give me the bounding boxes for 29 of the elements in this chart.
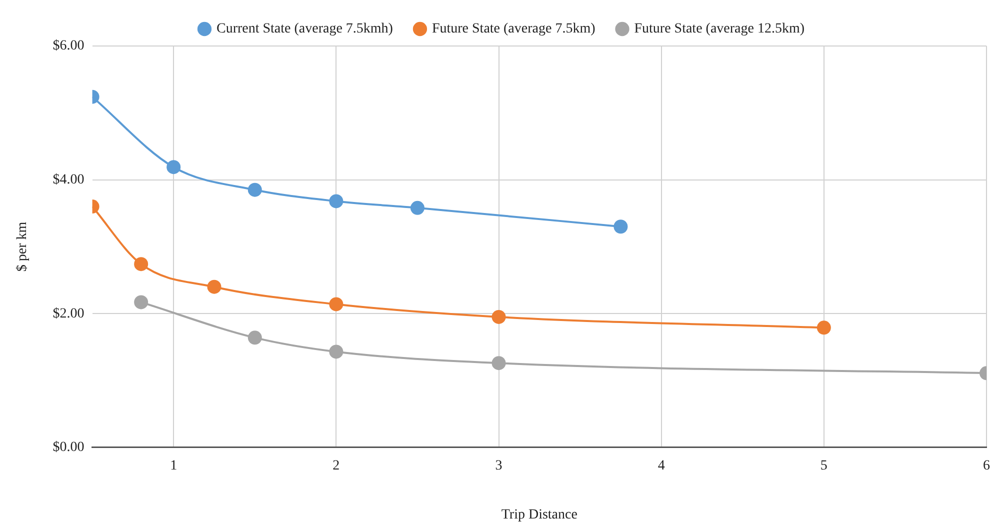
y-tick-label: $4.00 [52, 172, 84, 188]
x-tick-label: 6 [983, 458, 990, 474]
legend-label: Future State (average 7.5km) [432, 22, 596, 37]
point [248, 182, 262, 197]
x-axis-title: Trip Distance [501, 507, 578, 522]
point [134, 295, 148, 310]
point [248, 330, 262, 345]
x-tick-label: 5 [820, 458, 828, 474]
point [166, 160, 181, 174]
x-tick-label: 4 [658, 458, 665, 474]
point [329, 297, 344, 312]
point [614, 220, 628, 234]
point [492, 310, 506, 324]
y-tick-label: $6.00 [52, 38, 84, 54]
legend-label: Future State (average 12.5km) [634, 22, 805, 37]
y-tick-label: $0.00 [52, 440, 84, 456]
legend-label: Current State (average 7.5kmh) [216, 22, 394, 37]
y-axis-title: $ per km [15, 222, 30, 272]
x-tick-label: 2 [332, 458, 340, 474]
point [816, 320, 831, 335]
point [492, 356, 506, 370]
y-tick-label: $2.00 [52, 306, 84, 322]
point [134, 257, 148, 272]
point [410, 200, 424, 215]
x-tick-label: 3 [495, 458, 502, 474]
point [207, 280, 222, 294]
point [329, 194, 344, 208]
point [329, 344, 344, 359]
x-tick-label: 1 [170, 458, 178, 474]
